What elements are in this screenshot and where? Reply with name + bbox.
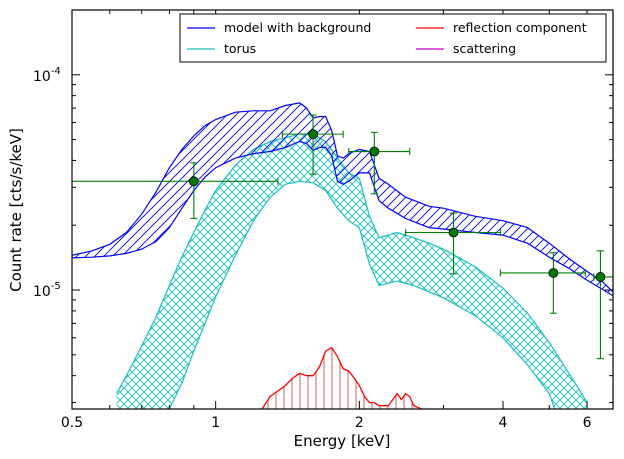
torus-band-fill xyxy=(116,134,588,409)
data-point-4 xyxy=(405,212,501,275)
data-marker xyxy=(595,272,606,282)
data-marker xyxy=(448,227,459,238)
model-lower-line xyxy=(72,140,613,297)
x-tick-label: 6 xyxy=(583,415,592,431)
legend-label-model: model with background xyxy=(224,20,371,35)
legend-box xyxy=(179,13,607,63)
legend-label-reflection: reflection component xyxy=(453,20,587,35)
model-band-fill xyxy=(72,102,613,296)
reflection-line xyxy=(261,346,422,409)
data-marker xyxy=(369,146,380,157)
data-point-5 xyxy=(499,252,586,314)
y-axis-label: Count rate [cts/s/keV] xyxy=(7,128,25,292)
y-tick-label: 10-5 xyxy=(33,281,61,300)
legend: model with background torus reflection c… xyxy=(179,13,607,63)
data-point-3 xyxy=(348,131,411,195)
data-point-2 xyxy=(281,114,344,175)
model-upper-line xyxy=(72,102,613,293)
plot-frame xyxy=(71,9,614,410)
legend-label-torus: torus xyxy=(224,41,256,56)
x-axis-label: Energy [keV] xyxy=(294,432,391,450)
x-tick-label: 2 xyxy=(355,415,364,431)
x-tick-label: 4 xyxy=(499,415,508,431)
torus-lower-line xyxy=(168,180,556,409)
reflection-band-fill xyxy=(261,347,422,409)
plot-area xyxy=(72,102,613,409)
x-tick-label: 0.5 xyxy=(61,415,83,431)
data-marker xyxy=(188,176,199,187)
data-marker xyxy=(548,268,559,278)
axes: 0.5 1 2 4 6 10-5 10-4 xyxy=(33,9,613,431)
y-tick-label: 10-4 xyxy=(33,66,61,85)
data-point-1 xyxy=(72,162,279,220)
data-marker xyxy=(308,129,318,140)
x-tick-label: 1 xyxy=(211,415,220,431)
legend-label-scattering: scattering xyxy=(453,41,516,56)
data-point-6 xyxy=(593,250,613,360)
